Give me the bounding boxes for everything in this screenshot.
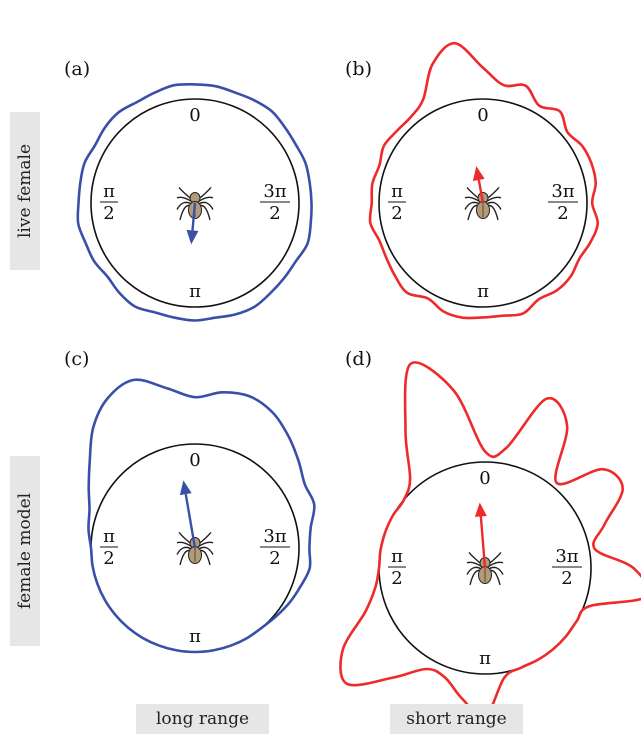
panel-c-mean-vector-arrow	[179, 480, 197, 549]
column-label-long-range-text: long range	[155, 709, 250, 729]
panel-d-tick-pi-over-2-den: 2	[391, 568, 402, 589]
panel-d-label: (d)	[345, 348, 372, 370]
row-label-female-model: female model	[10, 456, 40, 646]
panel-b-tick-pi: π	[477, 281, 489, 302]
panel-b-reference-circle	[378, 98, 588, 308]
panel-a-spider-icon	[176, 186, 214, 221]
panel-a-tick-3pi-over-2-num: 3π	[263, 181, 286, 202]
panel-d-tick-3pi-over-2-num: 3π	[555, 546, 578, 567]
row-label-female-model-text: female model	[15, 492, 35, 610]
panel-c-distribution-curve	[87, 378, 316, 654]
panel-a-tick-pi-over-2-den: 2	[103, 203, 114, 224]
column-label-long-range: long range	[136, 704, 269, 734]
panel-b-spider-icon	[464, 186, 502, 221]
panel-c-tick-pi-over-2-num: π	[103, 526, 115, 547]
panel-b-tick-3pi-over-2-num: 3π	[551, 181, 574, 202]
panel-d-tick-3pi-over-2-den: 2	[561, 568, 572, 589]
panel-d-tick-0: 0	[479, 468, 490, 489]
panel-d-tick-pi-over-2-num: π	[391, 546, 403, 567]
panel-c-spider-icon	[176, 531, 214, 566]
row-label-live-female: live female	[10, 112, 40, 270]
panel-b-tick-0: 0	[477, 105, 488, 126]
panel-a-reference-circle	[90, 98, 300, 308]
panel-a-tick-pi-over-2-num: π	[103, 181, 115, 202]
panel-b-label: (b)	[345, 58, 372, 80]
column-label-short-range-text: short range	[406, 709, 507, 729]
panel-c-tick-3pi-over-2-den: 2	[269, 548, 280, 569]
panel-a-tick-0: 0	[189, 105, 200, 126]
panel-c-tick-pi: π	[189, 626, 201, 647]
panel-d-tick-pi: π	[479, 648, 491, 669]
column-label-short-range: short range	[390, 704, 523, 734]
panel-b-distribution-curve	[368, 41, 599, 320]
panel-c-tick-3pi-over-2-num: 3π	[263, 526, 286, 547]
panel-a-label: (a)	[64, 58, 90, 80]
panel-a-distribution-curve	[76, 82, 313, 322]
panel-c-label: (c)	[64, 348, 89, 370]
row-label-live-female-text: live female	[15, 143, 35, 239]
panel-a-mean-vector-arrow	[186, 202, 199, 245]
panel-c-tick-0: 0	[189, 450, 200, 471]
panel-c-tick-pi-over-2-den: 2	[103, 548, 114, 569]
panel-b-tick-pi-over-2-den: 2	[391, 203, 402, 224]
panel-b-tick-3pi-over-2-den: 2	[557, 203, 568, 224]
panel-d-mean-vector-arrow	[474, 502, 487, 569]
panel-a-tick-3pi-over-2-den: 2	[269, 203, 280, 224]
panel-a-tick-pi: π	[189, 281, 201, 302]
panel-b-tick-pi-over-2-num: π	[391, 181, 403, 202]
panel-b-mean-vector-arrow	[472, 166, 485, 204]
